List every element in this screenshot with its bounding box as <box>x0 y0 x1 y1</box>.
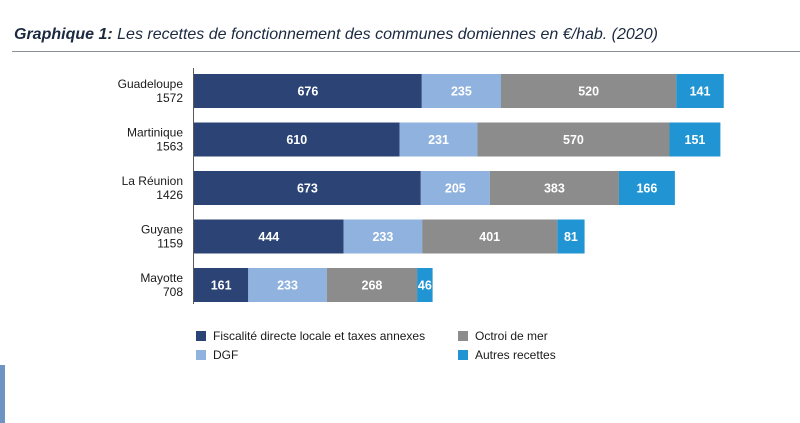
data-label-guyane-octroi-de-mer: 401 <box>479 230 500 244</box>
category-label-martinique: Martinique <box>127 126 183 140</box>
legend-swatch-octroi-de-mer <box>458 331 468 341</box>
data-label-martinique-octroi-de-mer: 570 <box>563 133 584 147</box>
legend-swatch-autres-recettes <box>458 350 468 360</box>
bar-la-reunion-octroi-de-mer <box>489 171 619 205</box>
category-label-guyane: Guyane <box>141 223 183 237</box>
data-label-guadeloupe-octroi-de-mer: 520 <box>578 85 599 99</box>
legend-label-dgf: DGF <box>213 348 239 362</box>
category-total-martinique: 1563 <box>156 140 183 154</box>
bar-mayotte-octroi-de-mer <box>326 268 418 302</box>
bar-martinique-autres-recettes <box>669 122 721 157</box>
legend-swatch-fiscalite-directe-locale-et-taxes-annexes <box>196 331 206 341</box>
title-divider <box>12 51 800 52</box>
data-label-martinique-autres-recettes: 151 <box>685 133 706 147</box>
data-label-guyane-fiscalite-directe-locale-et-taxes-annexes: 444 <box>258 230 279 244</box>
bar-guyane-autres-recettes <box>557 219 585 254</box>
data-label-guadeloupe-autres-recettes: 141 <box>690 85 711 99</box>
data-label-la-reunion-dgf: 205 <box>445 182 466 196</box>
data-label-guyane-autres-recettes: 81 <box>564 230 578 244</box>
legend-item-autres-recettes: Autres recettes <box>458 348 618 362</box>
bar-guadeloupe-fiscalite-directe-locale-et-taxes-annexes <box>194 74 422 108</box>
category-total-guadeloupe: 1572 <box>156 91 183 105</box>
bar-mayotte-fiscalite-directe-locale-et-taxes-annexes <box>194 268 249 302</box>
legend-item-fiscalite-directe-locale-et-taxes-annexes: Fiscalité directe locale et taxes annexe… <box>196 329 458 343</box>
bar-mayotte-autres-recettes <box>417 268 433 302</box>
category-label-guadeloupe: Guadeloupe <box>118 77 184 91</box>
category-label-la-reunion: La Réunion <box>122 174 183 188</box>
legend-label-octroi-de-mer: Octroi de mer <box>475 329 548 343</box>
page-edge-accent <box>0 365 5 423</box>
bar-mayotte-dgf <box>248 268 327 302</box>
bar-martinique-octroi-de-mer <box>477 122 670 157</box>
bar-martinique-dgf <box>399 122 478 157</box>
data-label-mayotte-fiscalite-directe-locale-et-taxes-annexes: 161 <box>211 279 232 293</box>
legend-label-fiscalite-directe-locale-et-taxes-annexes: Fiscalité directe locale et taxes annexe… <box>213 329 426 343</box>
data-label-la-reunion-octroi-de-mer: 383 <box>544 182 565 196</box>
bar-la-reunion-autres-recettes <box>618 171 675 205</box>
data-label-mayotte-octroi-de-mer: 268 <box>362 279 383 293</box>
bar-guyane-octroi-de-mer <box>422 219 558 254</box>
bar-martinique-fiscalite-directe-locale-et-taxes-annexes <box>194 122 400 157</box>
legend-item-octroi-de-mer: Octroi de mer <box>458 329 618 343</box>
data-label-guadeloupe-fiscalite-directe-locale-et-taxes-annexes: 676 <box>297 85 318 99</box>
data-label-mayotte-dgf: 233 <box>277 279 298 293</box>
bar-guadeloupe-octroi-de-mer <box>501 74 677 108</box>
data-label-martinique-fiscalite-directe-locale-et-taxes-annexes: 610 <box>286 133 307 147</box>
bar-la-reunion-dgf <box>420 171 490 205</box>
legend-item-dgf: DGF <box>196 348 458 362</box>
data-label-la-reunion-fiscalite-directe-locale-et-taxes-annexes: 673 <box>297 182 318 196</box>
category-total-la-reunion: 1426 <box>156 188 183 202</box>
chart-title-text: Les recettes de fonctionnement des commu… <box>117 26 658 43</box>
bar-guadeloupe-autres-recettes <box>676 74 724 108</box>
category-total-guyane: 1159 <box>157 237 183 251</box>
data-label-martinique-dgf: 231 <box>428 133 449 147</box>
category-label-mayotte: Mayotte <box>140 271 183 285</box>
data-label-la-reunion-autres-recettes: 166 <box>636 182 657 196</box>
data-label-guadeloupe-dgf: 235 <box>451 85 472 99</box>
data-label-mayotte-autres-recettes: 46 <box>418 279 432 293</box>
category-total-mayotte: 708 <box>163 285 183 299</box>
bar-la-reunion-fiscalite-directe-locale-et-taxes-annexes <box>194 171 421 205</box>
chart-title-prefix: Graphique 1: <box>14 26 113 43</box>
chart-legend: Fiscalité directe locale et taxes annexe… <box>196 329 618 362</box>
legend-swatch-dgf <box>196 350 206 360</box>
chart-title: Graphique 1: Les recettes de fonctionnem… <box>14 26 658 44</box>
legend-label-autres-recettes: Autres recettes <box>475 348 556 362</box>
bar-guadeloupe-dgf <box>421 74 502 108</box>
data-label-guyane-dgf: 233 <box>372 230 393 244</box>
bar-guyane-dgf <box>343 219 423 254</box>
bar-guyane-fiscalite-directe-locale-et-taxes-annexes <box>194 219 344 254</box>
